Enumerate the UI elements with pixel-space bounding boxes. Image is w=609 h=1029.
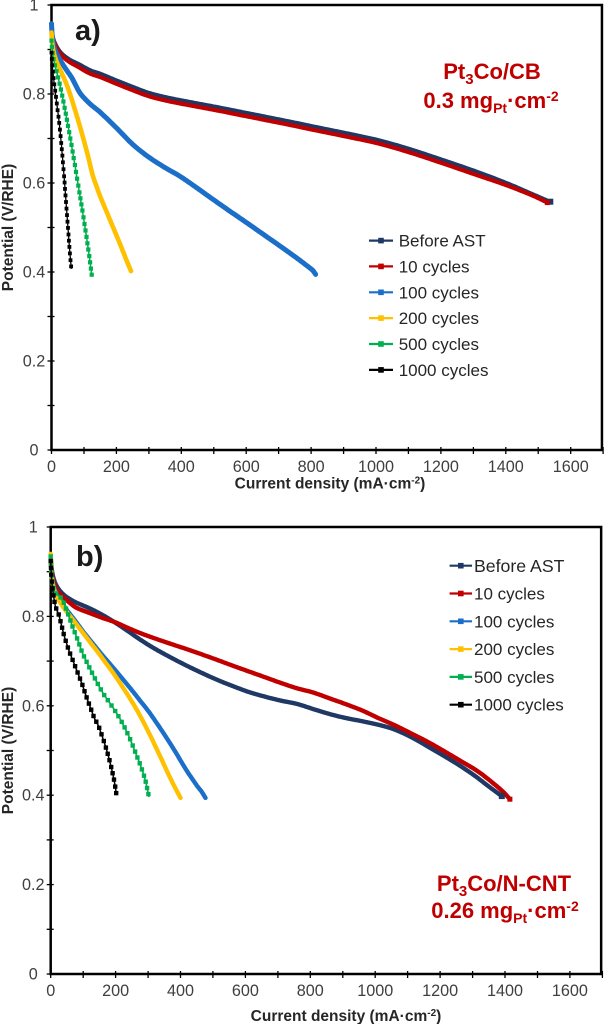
svg-text:0.2: 0.2 [23, 353, 46, 371]
svg-text:0.2: 0.2 [22, 876, 45, 894]
svg-text:1200: 1200 [423, 458, 459, 476]
svg-text:1600: 1600 [553, 458, 589, 476]
svg-text:0.8: 0.8 [23, 86, 46, 104]
svg-text:1400: 1400 [487, 982, 523, 1000]
svg-text:1: 1 [29, 519, 38, 537]
svg-text:1: 1 [29, 0, 38, 15]
svg-text:1400: 1400 [488, 458, 524, 476]
svg-text:1000: 1000 [357, 982, 393, 1000]
svg-text:0.6: 0.6 [23, 175, 46, 193]
svg-text:500 cycles: 500 cycles [474, 668, 554, 687]
svg-text:0.4: 0.4 [22, 787, 45, 805]
svg-text:100 cycles: 100 cycles [399, 283, 479, 302]
svg-text:0: 0 [29, 966, 38, 984]
svg-text:Potential (V/RHE): Potential (V/RHE) [0, 164, 17, 291]
svg-text:Current density (mA·cm-2): Current density (mA·cm-2) [235, 476, 426, 493]
svg-text:0.26 mgPt·cm-2: 0.26 mgPt·cm-2 [431, 898, 579, 926]
svg-text:Before AST: Before AST [474, 556, 565, 576]
svg-text:10 cycles: 10 cycles [474, 585, 545, 604]
svg-text:800: 800 [297, 982, 324, 1000]
svg-text:200: 200 [103, 458, 130, 476]
svg-text:Current density (mA·cm-2): Current density (mA·cm-2) [251, 1008, 442, 1024]
svg-text:0: 0 [47, 458, 56, 476]
svg-text:0: 0 [29, 442, 38, 460]
svg-text:200: 200 [102, 982, 129, 1000]
svg-text:0: 0 [46, 982, 55, 1000]
svg-text:0.6: 0.6 [22, 697, 45, 715]
svg-text:200 cycles: 200 cycles [474, 640, 554, 659]
svg-text:100 cycles: 100 cycles [474, 612, 554, 631]
svg-text:1600: 1600 [552, 982, 588, 1000]
svg-text:1000: 1000 [358, 458, 394, 476]
svg-text:600: 600 [232, 982, 259, 1000]
svg-text:10 cycles: 10 cycles [399, 257, 470, 276]
svg-text:b): b) [76, 541, 103, 573]
svg-text:Before AST: Before AST [399, 232, 486, 251]
svg-text:0.4: 0.4 [23, 264, 46, 282]
svg-text:Pt3Co/N-CNT: Pt3Co/N-CNT [437, 871, 572, 900]
svg-text:1000 cycles: 1000 cycles [474, 696, 564, 715]
svg-text:800: 800 [298, 458, 325, 476]
svg-text:a): a) [75, 15, 101, 47]
svg-text:0.8: 0.8 [22, 608, 45, 626]
svg-text:Pt3Co/CB: Pt3Co/CB [443, 59, 541, 88]
svg-text:Potential (V/RHE): Potential (V/RHE) [0, 687, 17, 814]
svg-text:1000 cycles: 1000 cycles [399, 361, 489, 380]
svg-text:400: 400 [168, 458, 195, 476]
svg-text:0.3 mgPt·cm-2: 0.3 mgPt·cm-2 [423, 88, 558, 116]
svg-text:600: 600 [233, 458, 260, 476]
svg-text:1200: 1200 [422, 982, 458, 1000]
svg-text:200 cycles: 200 cycles [399, 309, 479, 328]
svg-text:500 cycles: 500 cycles [399, 335, 479, 354]
svg-text:400: 400 [167, 982, 194, 1000]
